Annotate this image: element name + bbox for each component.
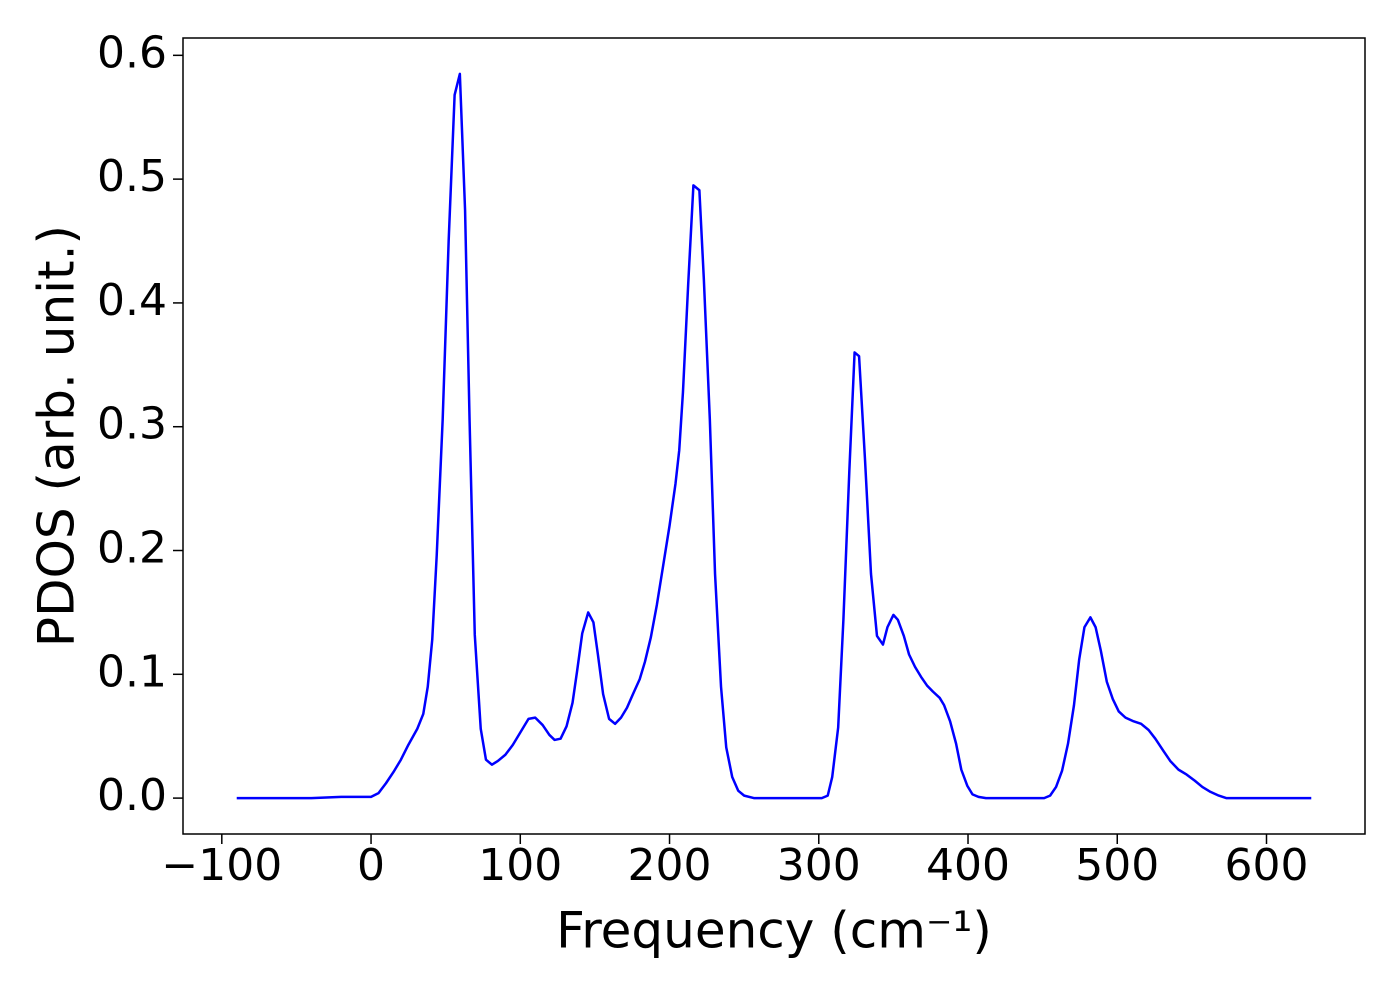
y-tick-label: 0.3 <box>97 399 167 450</box>
y-tick-label: 0.5 <box>97 151 167 202</box>
y-tick-label: 0.0 <box>97 770 167 821</box>
y-tick-label: 0.1 <box>97 646 167 697</box>
data-line <box>236 72 1312 800</box>
x-tick-label: 600 <box>1225 840 1309 891</box>
x-tick-label: 300 <box>777 840 861 891</box>
x-tick-label: 500 <box>1075 840 1159 891</box>
x-tick-label: −100 <box>161 840 282 891</box>
y-tick-label: 0.2 <box>97 523 167 574</box>
y-tick-label: 0.4 <box>97 275 167 326</box>
plot-frame <box>182 37 1366 835</box>
y-tick-label: 0.6 <box>97 27 167 78</box>
y-axis-label: PDOS (arb. unit.) <box>28 225 86 647</box>
x-tick-label: 200 <box>628 840 712 891</box>
x-tick-label: 0 <box>357 840 385 891</box>
x-axis-label: Frequency (cm⁻¹) <box>556 902 992 960</box>
x-tick-label: 400 <box>926 840 1010 891</box>
x-tick-label: 100 <box>478 840 562 891</box>
